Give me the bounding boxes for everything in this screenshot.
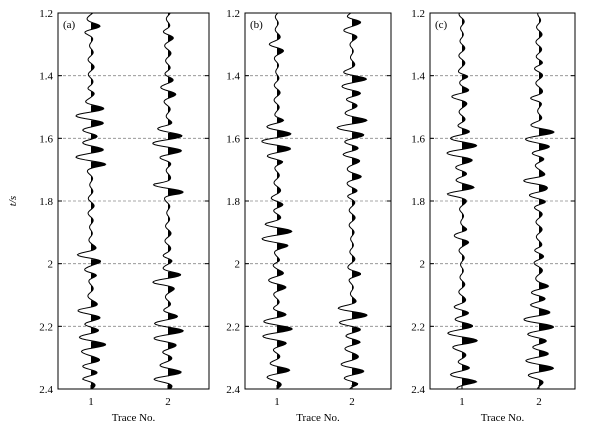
y-tick-label: 1.4 [39,71,53,83]
trace-1-wiggle [75,12,107,390]
panel-label: (a) [63,19,76,31]
trace-1-wiggle [261,12,293,390]
y-tick-label: 1.2 [226,8,240,20]
y-tick-label: 1.2 [411,8,425,20]
y-tick-label: 1.6 [411,133,425,145]
y-tick-label: 2 [48,259,54,271]
panel-label: (c) [435,19,448,31]
x-tick-label: 1 [274,396,280,408]
y-tick-label: 1.8 [411,196,425,208]
y-tick-label: 1.8 [39,196,53,208]
y-tick-label: 1.6 [226,133,240,145]
trace-1-fill [91,13,106,389]
x-tick-label: 2 [165,396,171,408]
y-tick-label: 2 [420,259,426,271]
x-axis-title: Trace No. [112,412,156,424]
panel-label: (b) [250,19,263,31]
trace-1-wiggle [446,12,479,390]
y-tick-label: 2 [235,259,241,271]
y-tick-label: 2.2 [39,321,53,333]
panel-3: 1.2 1.4 1.6 1.8 2 2.2 2.4 1 2 (c) Trace No. [411,8,576,424]
y-tick-label: 2.2 [226,321,240,333]
trace-1-fill [462,18,478,387]
x-axis-title: Trace No. [296,412,340,424]
panel-frame [244,12,392,390]
y-tick-label: 1.8 [226,196,240,208]
y-tick-label: 1.4 [226,71,240,83]
panel-frame [57,12,210,390]
y-tick-label: 1.6 [39,133,53,145]
panel-2: 1.2 1.4 1.6 1.8 2 2.2 2.4 1 2 (b) Trace No. [226,8,392,424]
x-axis-title: Trace No. [481,412,525,424]
y-tick-label: 2.2 [411,321,425,333]
x-tick-label: 1 [459,396,465,408]
y-tick-label: 1.4 [411,71,425,83]
trace-2-wiggle [523,12,555,390]
y-axis-title: t/s [7,196,19,206]
y-tick-label: 2.4 [39,384,53,396]
y-tick-label: 2.4 [411,384,425,396]
trace-2-wiggle [336,12,368,390]
panel-frame [429,12,576,390]
trace-2-wiggle [152,12,185,390]
x-tick-label: 1 [88,396,94,408]
x-tick-label: 2 [349,396,355,408]
y-tick-label: 1.2 [39,8,53,20]
trace-2-fill [352,19,367,389]
x-tick-label: 2 [536,396,542,408]
trace-2-fill [539,17,555,388]
panel-1: 1.2 1.4 1.6 1.8 2 2.2 2.4 1 2 (a) Trace No. t/s [7,8,210,424]
y-tick-label: 2.4 [226,384,240,396]
